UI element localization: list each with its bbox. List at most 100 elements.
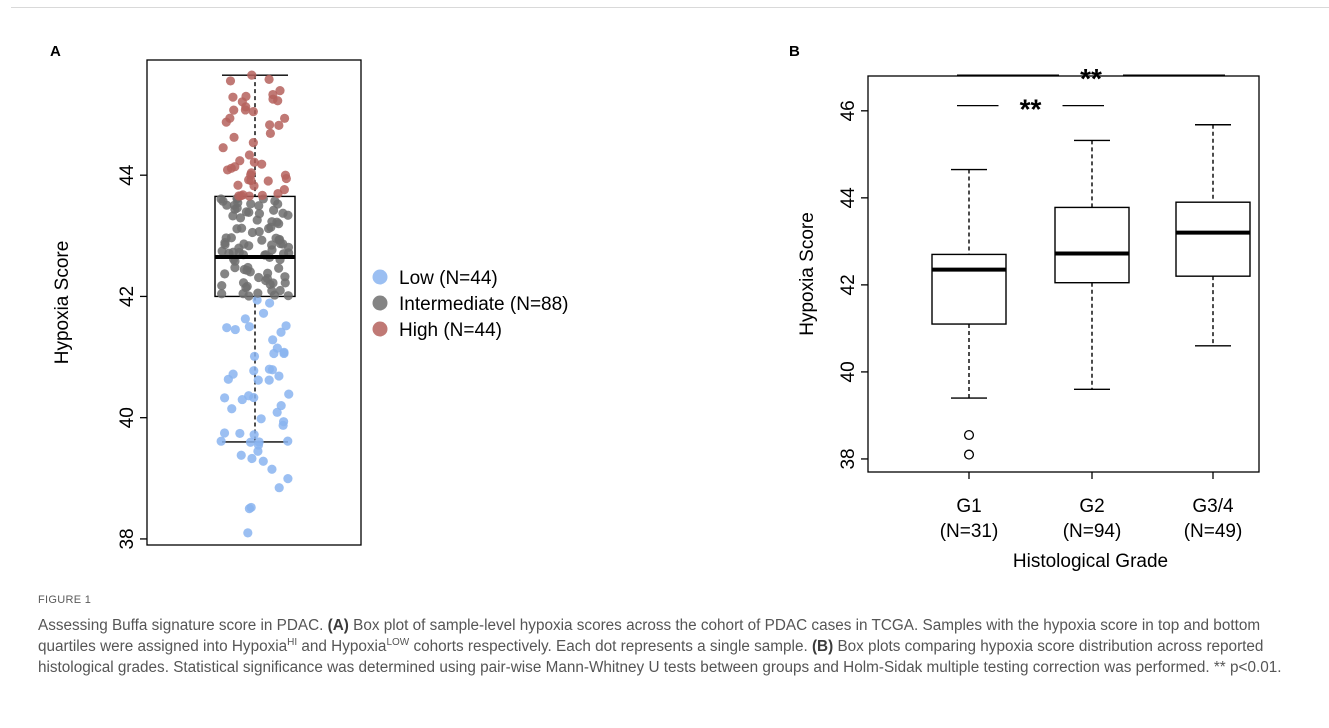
legend-marker-high (372, 321, 388, 337)
panel-a-point-high (249, 157, 259, 167)
panel-a-point-low (249, 351, 260, 361)
panel-a-point-high (273, 96, 283, 106)
panel-a-point-high (249, 181, 259, 191)
panel-a-point-high (218, 143, 228, 153)
panel-a-y-tick-label: 44 (117, 164, 138, 186)
significance-label: ** (1080, 63, 1102, 94)
caption-text-b: Box plots comparing hypoxia score distri… (38, 638, 1282, 676)
panel-a-point-intermediate (244, 241, 254, 251)
panel-a-point-low (265, 298, 275, 308)
legend-marker-low (372, 269, 388, 285)
panel-a-point-high (225, 76, 236, 86)
caption-tag-b: (B) (811, 638, 834, 655)
panel-a-plot-border (146, 59, 362, 546)
panel-b-box-g3-4 (1175, 201, 1251, 277)
panel-a-point-low (272, 407, 282, 417)
panel-a-point-low (272, 343, 282, 353)
panel-a-point-intermediate (254, 272, 264, 283)
panel-a-point-intermediate (254, 227, 264, 237)
panel-b-y-tick-label: 42 (838, 274, 859, 295)
panel-a-point-high (264, 74, 274, 84)
panel-a-point-high (280, 170, 291, 180)
panel-a-point-low (267, 464, 277, 474)
panel-b-y-tick-label: 38 (838, 448, 859, 469)
panel-a-point-low (216, 436, 226, 446)
panel-a-point-intermediate (242, 265, 252, 275)
panel-a-point-low (219, 428, 230, 438)
panel-b-x-tick-label: G3/4 (1192, 496, 1234, 517)
panel-a-point-intermediate (280, 272, 290, 282)
panel-b-box-g2 (1054, 206, 1130, 284)
panel-b-chart: 38 40 42 44 46 Hypoxia Score G1 (N=31) G2 (N=94) G… (797, 63, 1260, 572)
figure-frame (11, 7, 1329, 588)
panel-a-point-intermediate (244, 291, 254, 301)
panel-a-point-low (236, 450, 246, 460)
panel-a-point-intermediate (216, 194, 226, 204)
significance-label: ** (1020, 94, 1042, 125)
panel-a-point-high (274, 120, 284, 130)
panel-a-point-high (241, 91, 251, 101)
caption-tag-a: (A) (327, 617, 349, 634)
panel-a-point-low (258, 308, 269, 318)
panel-a-point-low (246, 502, 256, 513)
caption-text-a3: cohorts respectively. Each dot represent… (413, 638, 808, 655)
panel-a-point-low (249, 430, 259, 440)
panel-a-point-intermediate (246, 199, 256, 209)
panel-b-x-n-label: (N=94) (1063, 521, 1122, 542)
panel-a-point-intermediate (217, 280, 227, 291)
panel-a-point-low (222, 323, 232, 333)
panel-a-point-intermediate (217, 246, 227, 256)
panel-a-point-low (228, 369, 238, 379)
panel-a-point-low (254, 437, 264, 447)
panel-b-x-tick-label: G2 (1079, 496, 1104, 517)
panel-a-point-low (240, 314, 250, 324)
panel-a-point-high (244, 150, 255, 160)
panel-a-y-axis-label: Hypoxia Score (52, 241, 73, 365)
panel-a-point-high (235, 156, 245, 166)
panel-b-x-tick-label: G1 (956, 496, 981, 517)
panel-b-outlier (963, 449, 975, 460)
panel-a-point-intermediate (244, 207, 254, 217)
panel-a-point-low (243, 528, 253, 538)
panel-a-point-low (284, 389, 294, 399)
panel-a-point-intermediate (254, 209, 265, 219)
panel-a-point-low (264, 375, 274, 385)
panel-a-point-intermediate (228, 211, 238, 221)
panel-a-point-low (274, 483, 284, 493)
panel-a-point-low (279, 417, 289, 427)
caption-sup-hi: HI (287, 636, 298, 648)
panel-a-point-intermediate (236, 223, 247, 233)
legend-marker-intermediate (372, 295, 388, 311)
panel-b-plot-border (867, 75, 1260, 473)
panel-a-point-intermediate (226, 233, 236, 243)
legend-label-low: Low (N=44) (399, 268, 498, 289)
panel-a-point-high (279, 185, 289, 195)
panel-a-y-tick-label: 40 (117, 407, 138, 428)
panel-a-point-intermediate (253, 288, 263, 298)
panel-a-point-low (283, 474, 293, 484)
panel-a-point-intermediate (217, 289, 227, 299)
panel-a-point-high (244, 175, 254, 185)
panel-a-point-low (279, 348, 289, 359)
panel-a-point-high (233, 180, 243, 190)
panel-a-point-intermediate (222, 200, 232, 210)
panel-a-point-low (274, 371, 284, 381)
panel-a-point-low (258, 456, 268, 466)
panel-a-point-high (228, 92, 238, 102)
panel-a-point-intermediate (267, 240, 277, 250)
panel-a-point-high (279, 113, 290, 123)
panel-a-point-low (247, 453, 257, 464)
caption-text-a1: Box plot of sample-level hypoxia scores … (38, 617, 1261, 655)
legend-label-intermediate: Intermediate (N=88) (399, 294, 569, 315)
panel-a-point-low (256, 414, 266, 424)
panel-a-y-tick-label: 42 (117, 286, 138, 307)
legend-label-high: High (N=44) (399, 320, 502, 341)
panel-b-y-tick-label: 40 (838, 361, 859, 382)
panel-a-point-low (281, 321, 291, 331)
panel-a-point-intermediate (283, 291, 293, 301)
panel-a-point-intermediate (270, 196, 280, 206)
panel-b-y-tick-label: 44 (838, 187, 859, 209)
panel-a-point-low (252, 295, 262, 305)
panel-a-point-high (275, 86, 285, 96)
panel-a-point-intermediate (247, 227, 258, 238)
